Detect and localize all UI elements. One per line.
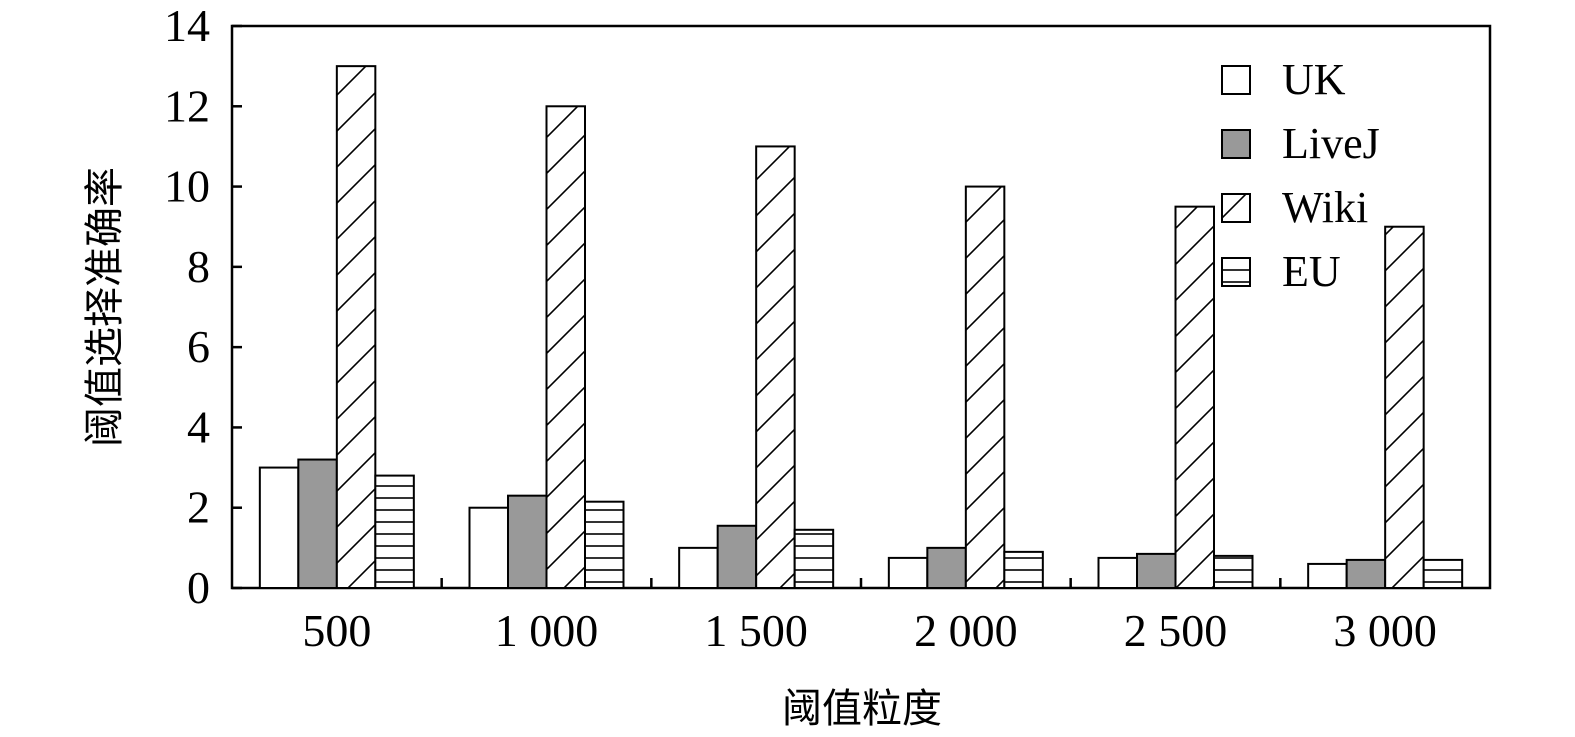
bar-eu-0 [374, 474, 415, 590]
plot-frame [230, 24, 1492, 590]
bar-eu-3 [1003, 550, 1044, 589]
tick-labels: 0 2 4 6 8 10 12 14 500 1 000 1 500 2 000 2 500 3 000 [164, 0, 1437, 656]
x-tick-label: 3 000 [1333, 605, 1437, 656]
bar-wiki-4 [1174, 205, 1215, 589]
bar-uk-1 [468, 506, 509, 590]
bar-wiki-0 [335, 65, 377, 589]
x-tick-label: 2 500 [1124, 605, 1228, 656]
y-tick-label: 0 [187, 562, 210, 613]
legend-label-wiki: Wiki [1282, 183, 1368, 232]
legend-label-livej: LiveJ [1282, 119, 1380, 168]
bar-eu-2 [793, 528, 835, 589]
y-tick-label: 6 [187, 321, 210, 372]
bar-livej-0 [297, 458, 338, 589]
bar-livej-2 [716, 524, 758, 589]
bar-livej-4 [1136, 552, 1177, 590]
legend-label-uk: UK [1282, 55, 1346, 104]
bar-eu-1 [584, 500, 625, 590]
y-axis-title: 阈值选择准确率 [82, 167, 128, 447]
legend-swatch-eu [1221, 257, 1251, 287]
x-tick-label: 2 000 [914, 605, 1018, 656]
legend-swatch-wiki [1221, 193, 1251, 223]
legend: UK LiveJ Wiki EU [1221, 55, 1380, 296]
bar-wiki-5 [1384, 225, 1425, 589]
bar-livej-1 [507, 494, 548, 589]
y-tick-label: 8 [187, 241, 210, 292]
axes [230, 24, 1492, 590]
legend-swatch-livej [1221, 129, 1251, 159]
bar-uk-5 [1307, 562, 1348, 590]
bar-eu-5 [1422, 558, 1464, 590]
bar-uk-0 [258, 466, 300, 590]
x-tick-label: 500 [302, 605, 371, 656]
bar-uk-3 [887, 556, 929, 590]
y-tick-label: 2 [187, 482, 210, 533]
bar-livej-3 [926, 546, 967, 589]
bar-wiki-3 [964, 185, 1006, 589]
x-tick-label: 1 000 [495, 605, 599, 656]
x-axis-title: 阈值粒度 [782, 686, 942, 732]
y-tick-label: 10 [164, 161, 210, 212]
bars [258, 65, 1464, 590]
bar-uk-4 [1097, 556, 1138, 590]
bar-wiki-1 [545, 105, 586, 590]
bar-livej-5 [1345, 558, 1387, 590]
y-tick-label: 12 [164, 80, 210, 131]
y-tick-label: 14 [164, 0, 210, 51]
legend-label-eu: EU [1282, 247, 1341, 296]
bar-wiki-2 [755, 145, 796, 590]
bar-uk-2 [678, 546, 719, 589]
bar-eu-4 [1213, 554, 1254, 590]
legend-swatch-uk [1221, 65, 1251, 95]
y-tick-label: 4 [187, 401, 210, 452]
x-tick-label: 1 500 [704, 605, 808, 656]
